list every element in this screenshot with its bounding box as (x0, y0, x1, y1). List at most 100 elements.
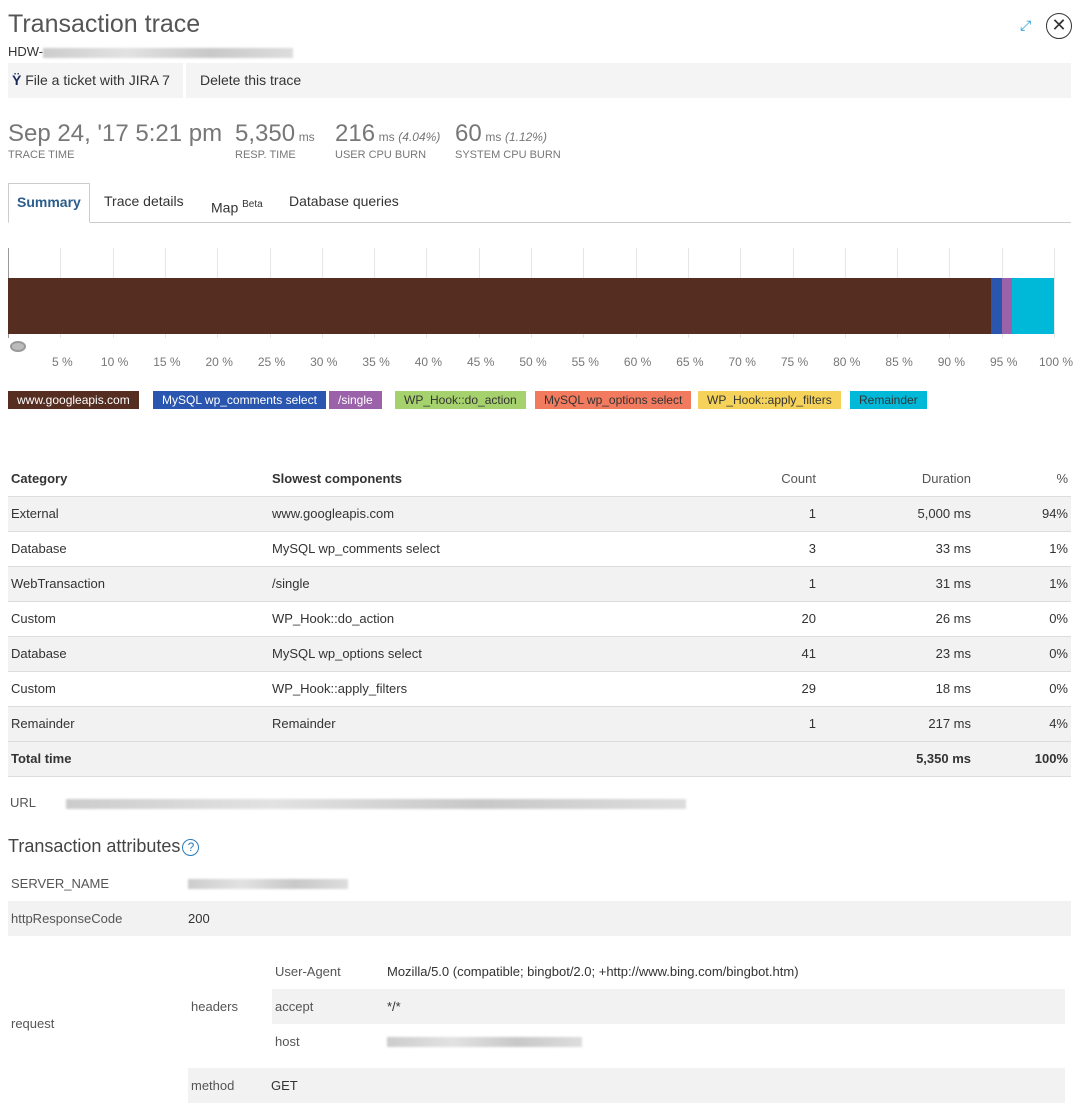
attr-row-server-name: SERVER_NAME (8, 866, 1071, 901)
legend-item[interactable]: MySQL wp_options select (535, 391, 692, 409)
tick-label: 55 % (571, 355, 599, 369)
table-cell: WP_Hook::do_action (269, 601, 669, 637)
stat-value: 216 (335, 120, 376, 147)
tick-label: 80 % (833, 355, 861, 369)
legend-item[interactable]: Remainder (850, 391, 927, 409)
table-cell: 5,350 ms (819, 741, 974, 777)
table-cell: www.googleapis.com (269, 496, 669, 532)
tab-map[interactable]: Map Beta (211, 187, 263, 227)
tick-label: 40 % (414, 355, 443, 369)
help-icon[interactable]: ? (182, 838, 200, 856)
attr-key: httpResponseCode (11, 911, 123, 926)
tick-label: 20 % (205, 355, 233, 369)
col-category[interactable]: Category (8, 461, 269, 497)
table-cell: 1 (669, 706, 819, 742)
total-row: Total time 5,350 ms 100% (8, 741, 1071, 777)
tick-label: 30 % (310, 355, 338, 369)
trace-id-prefix: HDW- (8, 44, 44, 59)
attr-row-http-code: httpResponseCode 200 (8, 901, 1071, 936)
table-cell: 100% (974, 741, 1071, 777)
tab-database-queries[interactable]: Database queries (289, 193, 399, 209)
tab-summary[interactable]: Summary (8, 183, 90, 223)
col-duration[interactable]: Duration (819, 461, 974, 497)
table-cell: WP_Hook::apply_filters (269, 671, 669, 707)
expand-icon[interactable]: ⤢ (1020, 17, 1032, 33)
attributes-title: Transaction attributes? (8, 836, 200, 857)
url-row: URL (10, 795, 687, 810)
stat-trace-time: Sep 24, '17 5:21 pm TRACE TIME (8, 120, 222, 161)
attr-key: accept (275, 999, 314, 1014)
table-cell: Custom (8, 671, 269, 707)
legend-item[interactable]: MySQL wp_comments select (153, 391, 326, 409)
page-title: Transaction trace (8, 10, 201, 38)
tick-label: 65 % (676, 355, 704, 369)
table-cell: 94% (974, 496, 1071, 532)
tick-label: 85 % (885, 355, 913, 369)
table-row[interactable]: Remainder Remainder 1 217 ms 4% (8, 706, 1071, 742)
redacted-url (66, 798, 687, 809)
table-cell: 4% (974, 706, 1071, 742)
table-cell: 1 (669, 566, 819, 602)
table-cell: 217 ms (819, 706, 974, 742)
table-cell: 0% (974, 601, 1071, 637)
col-slowest-components[interactable]: Slowest components (269, 461, 669, 497)
table-cell: 5,000 ms (819, 496, 974, 532)
tick-label: 10 % (100, 355, 129, 369)
table-cell: 29 (669, 671, 819, 707)
table-row[interactable]: Database MySQL wp_comments select 3 33 ms 1% (8, 531, 1071, 567)
request-method: method GET (188, 1068, 1065, 1103)
bar-segment[interactable] (1012, 278, 1054, 334)
url-label: URL (10, 795, 37, 810)
bar-segment[interactable] (1001, 278, 1013, 334)
table-cell: Total time (8, 741, 269, 777)
attributes-heading: Transaction attributes (8, 836, 181, 856)
attr-key: SERVER_NAME (11, 876, 110, 891)
table-row[interactable]: Custom WP_Hook::apply_filters 29 18 ms 0% (8, 671, 1071, 707)
delete-trace-button[interactable]: Delete this trace (200, 72, 302, 88)
redacted-id (43, 47, 294, 58)
table-cell: Database (8, 531, 269, 567)
header-host: host (272, 1024, 1065, 1059)
tick-label: 45 % (467, 355, 495, 369)
table-cell: 18 ms (819, 671, 974, 707)
bar-segment[interactable] (8, 278, 992, 334)
legend-item[interactable]: WP_Hook::apply_filters (698, 391, 841, 409)
bar-segment[interactable] (991, 278, 1002, 334)
attr-key: method (191, 1078, 235, 1093)
attr-value: 200 (188, 911, 210, 926)
table-cell (669, 741, 819, 777)
tick-label: 75 % (780, 355, 809, 369)
table-row[interactable]: Custom WP_Hook::do_action 20 26 ms 0% (8, 601, 1071, 637)
tick-label: 35 % (362, 355, 390, 369)
legend-item[interactable]: /single (329, 391, 382, 409)
table-cell: /single (269, 566, 669, 602)
stat-label: RESP. TIME (235, 149, 296, 161)
redacted-value (188, 879, 348, 889)
tick-label: 95 % (990, 355, 1018, 369)
legend-item[interactable]: WP_Hook::do_action (395, 391, 526, 409)
stat-system-cpu: 60 ms (1.12%) SYSTEM CPU BURN (455, 120, 561, 161)
stat-label: USER CPU BURN (335, 149, 427, 161)
stat-resp-time: 5,350 ms RESP. TIME (235, 120, 315, 161)
table-row[interactable]: WebTransaction/single 1 31 ms 1% (8, 566, 1071, 602)
table-cell: 26 ms (819, 601, 974, 637)
stat-pct: (1.12%) (504, 130, 547, 144)
tick-label: 100 % (1038, 355, 1074, 369)
divider (183, 63, 186, 98)
stat-unit: ms (485, 130, 502, 144)
jira-ticket-button[interactable]: Ÿ File a ticket with JIRA 7 (12, 63, 170, 98)
tab-trace-details[interactable]: Trace details (104, 193, 184, 209)
table-row[interactable]: External www.googleapis.com 1 5,000 ms 94% (8, 496, 1071, 532)
stat-value: 60 (455, 120, 482, 147)
close-icon[interactable]: ✕ (1046, 13, 1072, 39)
attr-row-request: request headers User-Agent Mozilla/5.0 (c… (8, 954, 1071, 1104)
jira-label: File a ticket with JIRA 7 (25, 72, 170, 88)
col-percent[interactable]: % (974, 461, 1071, 497)
col-count[interactable]: Count (669, 461, 819, 497)
zoom-handle[interactable] (10, 341, 26, 352)
table-row[interactable]: Database MySQL wp_options select 41 23 ms 0% (8, 636, 1071, 672)
table-cell: 31 ms (819, 566, 974, 602)
gridline (1054, 248, 1055, 338)
stat-unit: ms (298, 130, 315, 144)
legend-item[interactable]: www.googleapis.com (8, 391, 139, 409)
